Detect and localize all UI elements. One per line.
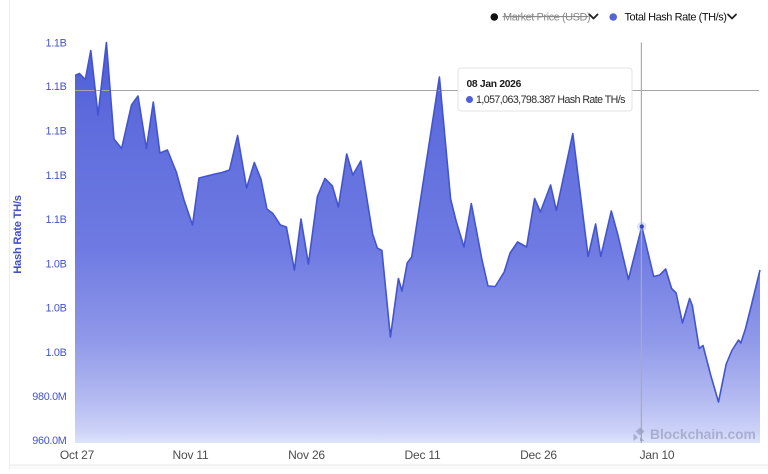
svg-text:980.0M: 980.0M xyxy=(32,391,67,403)
svg-text:1.0B: 1.0B xyxy=(45,347,66,359)
svg-text:1.0B: 1.0B xyxy=(45,259,66,271)
svg-text:1,057,063,798.387 Hash Rate TH: 1,057,063,798.387 Hash Rate TH/s xyxy=(476,94,625,106)
svg-text:1.1B: 1.1B xyxy=(45,214,66,226)
svg-text:Nov 26: Nov 26 xyxy=(288,448,325,462)
svg-text:1.1B: 1.1B xyxy=(45,38,66,50)
svg-text:1.1B: 1.1B xyxy=(45,126,66,138)
svg-text:Total Hash Rate (TH/s): Total Hash Rate (TH/s) xyxy=(625,12,727,24)
svg-text:Dec 26: Dec 26 xyxy=(520,448,557,462)
svg-text:Market Price (USD): Market Price (USD) xyxy=(503,12,590,24)
svg-text:1.1B: 1.1B xyxy=(45,81,66,93)
svg-text:Hash Rate TH/s: Hash Rate TH/s xyxy=(12,195,24,274)
svg-text:Jan 10: Jan 10 xyxy=(640,448,675,462)
svg-text:1.1B: 1.1B xyxy=(45,170,66,182)
svg-text:1.0B: 1.0B xyxy=(45,303,66,315)
svg-text:Dec 11: Dec 11 xyxy=(405,448,441,462)
svg-text:Oct 27: Oct 27 xyxy=(60,448,95,462)
svg-text:08 Jan 2026: 08 Jan 2026 xyxy=(467,79,522,90)
svg-text:Nov 11: Nov 11 xyxy=(173,448,209,462)
svg-text:Blockchain.com: Blockchain.com xyxy=(650,427,756,442)
svg-text:960.0M: 960.0M xyxy=(32,435,67,447)
